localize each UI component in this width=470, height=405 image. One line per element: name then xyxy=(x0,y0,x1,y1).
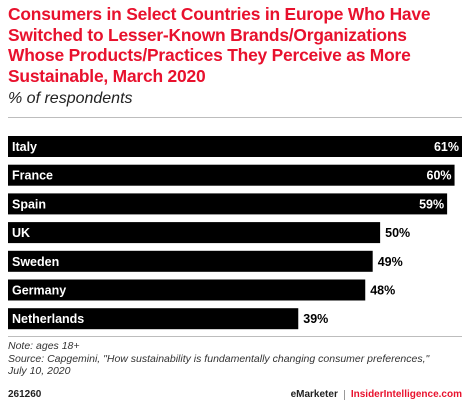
category-label: Netherlands xyxy=(12,312,84,326)
brand-emarketer: eMarketer xyxy=(290,389,338,400)
category-label: France xyxy=(12,169,53,183)
chart-id: 261260 xyxy=(8,389,42,400)
bar-germany xyxy=(8,279,366,301)
top-divider xyxy=(8,117,462,118)
chart-notes: Note: ages 18+ Source: Capgemini, "How s… xyxy=(8,340,468,378)
category-label: UK xyxy=(12,226,30,240)
bottom-divider xyxy=(8,336,462,337)
brand-insider-intelligence: InsiderIntelligence.com xyxy=(350,389,462,400)
bar-uk xyxy=(8,222,381,244)
category-label: Spain xyxy=(12,197,46,211)
bar-sweden xyxy=(8,250,373,272)
brand-footer: eMarketer InsiderIntelligence.com xyxy=(291,389,462,400)
value-label: 39% xyxy=(303,312,328,326)
category-label: Germany xyxy=(12,284,66,298)
bar-spain xyxy=(8,193,448,215)
chart-subtitle: % of respondents xyxy=(8,90,133,107)
bar-chart: Italy 61% France 60% Spain 59% UK 50% Sweden 49% G… xyxy=(8,136,462,330)
category-label: Italy xyxy=(12,140,37,154)
value-label: 49% xyxy=(378,255,403,269)
value-label: 61% xyxy=(434,140,459,154)
note-text: Note: ages 18+ xyxy=(8,340,80,352)
chart-title: Consumers in Select Countries in Europe … xyxy=(8,4,431,86)
bar-italy xyxy=(8,136,462,157)
source-date: July 10, 2020 xyxy=(8,365,71,378)
value-label: 60% xyxy=(427,169,452,183)
bar-netherlands xyxy=(8,308,299,330)
category-label: Sweden xyxy=(12,255,59,269)
brand-separator xyxy=(343,389,345,400)
source-text: Source: Capgemini, "How sustainability i… xyxy=(8,352,430,365)
value-label: 48% xyxy=(370,284,395,298)
value-label: 59% xyxy=(419,197,444,211)
bar-france xyxy=(8,164,455,186)
value-label: 50% xyxy=(385,226,410,240)
